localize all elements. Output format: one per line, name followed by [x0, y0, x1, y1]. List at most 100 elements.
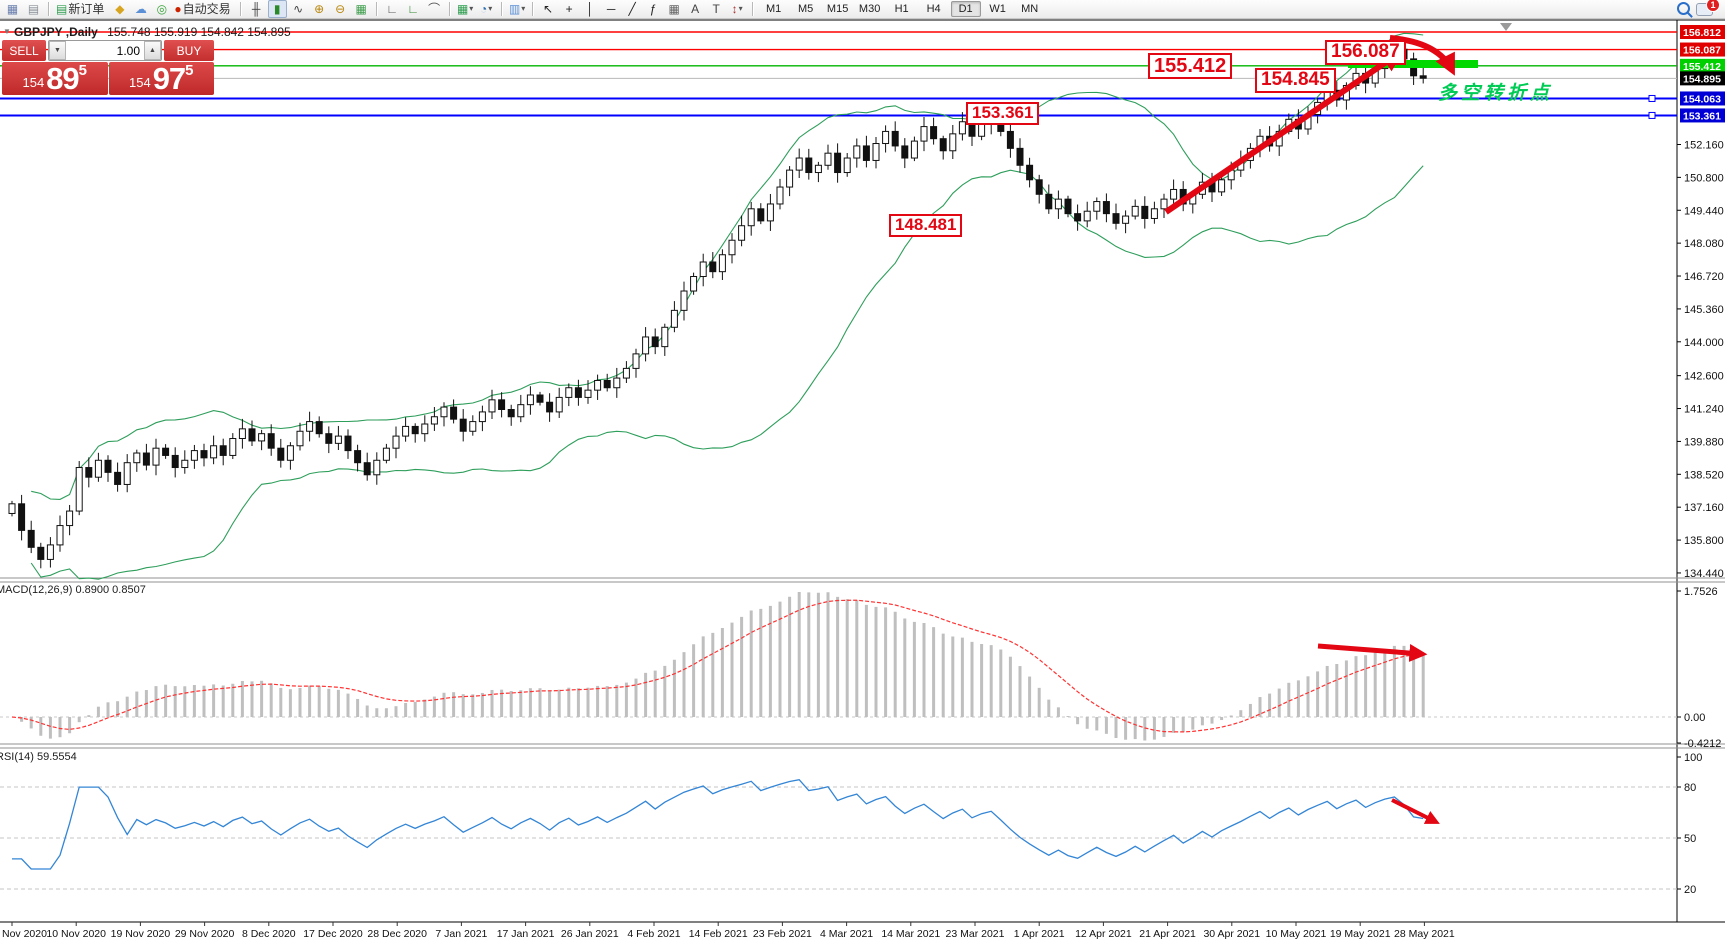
crosshair-icon[interactable]: + — [560, 0, 579, 18]
highlight-icon[interactable]: ◆ — [110, 0, 129, 18]
buy-price[interactable]: 154 97 5 — [108, 62, 214, 95]
line-handle[interactable] — [1648, 94, 1656, 102]
timeframe-toolbar: M1 M5 M15 M30 H1 H4 D1 W1 MN — [758, 1, 1046, 17]
timeframe-w1[interactable]: W1 — [989, 3, 1006, 15]
fibonacci-icon[interactable]: ƒ — [644, 0, 663, 18]
chart-objects[interactable] — [1164, 35, 1478, 215]
svg-text:12 Apr 2021: 12 Apr 2021 — [1075, 928, 1132, 940]
new-order-icon: ▤ — [56, 2, 68, 16]
svg-text:142.600: 142.600 — [1684, 371, 1724, 383]
timeframe-m15[interactable]: M15 — [826, 3, 849, 15]
tile-windows-icon[interactable]: ▦ — [352, 0, 371, 18]
timeframe-h1[interactable]: H1 — [894, 3, 909, 15]
svg-text:154.063: 154.063 — [1683, 93, 1721, 105]
bar-chart-icon[interactable]: ╫ — [247, 0, 266, 18]
zoom-in-icon[interactable]: ⊕ — [310, 0, 329, 18]
indicator-window-icon[interactable]: ∟ — [383, 0, 402, 18]
new-chart-icon[interactable]: ▦ ▾ — [456, 0, 475, 18]
rsi-arrow[interactable] — [1391, 798, 1440, 824]
chinese-note-text[interactable]: 多空转折点 — [1438, 83, 1554, 104]
price-annotation[interactable]: 148.481 — [889, 214, 963, 237]
autotrading-button[interactable]: ● 自动交易 — [173, 0, 234, 18]
timeframe-d1[interactable]: D1 — [950, 1, 981, 17]
price-annotation[interactable]: 156.087 — [1325, 40, 1406, 65]
cursor-icon[interactable]: ↖ — [539, 0, 558, 18]
svg-text:30 Apr 2021: 30 Apr 2021 — [1203, 928, 1260, 940]
svg-text:20: 20 — [1684, 884, 1696, 896]
svg-text:1 Apr 2021: 1 Apr 2021 — [1014, 928, 1065, 940]
vertical-line-icon[interactable]: │ — [581, 0, 600, 18]
line-chart-icon[interactable]: ∿ — [289, 0, 308, 18]
macd-panel: 1.7526 0.00 -0.4212 — [0, 586, 1721, 750]
chart-profile-icon[interactable]: ▥ ▾ — [508, 0, 527, 18]
svg-text:0.00: 0.00 — [1684, 712, 1705, 724]
bar-chart-icon: ╫ — [251, 2, 261, 16]
rsi-panel: 100 80 50 20 — [0, 752, 1702, 896]
line-handle[interactable] — [1648, 111, 1656, 119]
trend-arrow[interactable] — [1164, 50, 1404, 215]
svg-text:135.800: 135.800 — [1684, 535, 1724, 547]
toolbar-items: ▦ ▤ ▤ 新订单 ◆ ☁ ◎ ● 自动交易 ╫ ▮ ∿ ⊕ ⊖ ▦ ∟ ∟ ⌒ ▦ ▾ ◔ ▾ ▥ ▾ ↖ + │ ─ ╱ ƒ ▦ A T ↕ ▾ — [2, 0, 758, 18]
sell-price[interactable]: 154 89 5 — [2, 62, 108, 95]
toolbar-separator — [375, 2, 378, 16]
search-icon[interactable] — [1677, 1, 1690, 15]
resistance-bar[interactable] — [1348, 60, 1478, 68]
sell-button[interactable]: SELL — [2, 40, 46, 61]
trendline-icon[interactable]: ╱ — [623, 0, 642, 18]
rsi-label: RSI(14) 59.5554 — [0, 751, 77, 763]
price-annotation[interactable]: 153.361 — [966, 102, 1040, 125]
chart-canvas[interactable]: 152.160 150.800 149.440 148.080 146.720 145.3… — [0, 19, 1725, 942]
volume-spinner: ▼ ▲ — [48, 40, 162, 61]
objects-curve-icon[interactable]: ⌒ — [425, 0, 444, 18]
trade-panel-collapse-icon[interactable]: ▼ — [3, 27, 11, 36]
svg-text:8 Dec 2020: 8 Dec 2020 — [242, 928, 296, 940]
pullback-arrow[interactable] — [1389, 35, 1455, 76]
arrows-tool-icon[interactable]: ↕ ▾ — [728, 0, 747, 18]
date-axis: Nov 2020 10 Nov 2020 19 Nov 2020 29 Nov 202… — [2, 922, 1455, 940]
tile-windows-icon: ▦ — [355, 2, 367, 16]
trendline-icon: ╱ — [628, 2, 636, 16]
text-tool-icon[interactable]: A — [686, 0, 705, 18]
period-icon[interactable]: ◔ ▾ — [477, 0, 496, 18]
new-order-button[interactable]: ▤ 新订单 — [55, 0, 108, 18]
chart-area[interactable]: 152.160 150.800 149.440 148.080 146.720 145.3… — [0, 19, 1725, 942]
price-annotation[interactable]: 154.845 — [1255, 68, 1336, 93]
svg-text:146.720: 146.720 — [1684, 271, 1724, 283]
timeframe-m5[interactable]: M5 — [797, 3, 814, 15]
signals-icon[interactable]: ◎ — [152, 0, 171, 18]
volume-input[interactable] — [66, 41, 144, 60]
zoom-out-icon[interactable]: ⊖ — [331, 0, 350, 18]
community-icon[interactable]: ☁ — [131, 0, 150, 18]
svg-text:80: 80 — [1684, 782, 1696, 794]
new-order-button-label: 新订单 — [68, 2, 105, 16]
volume-decrease-button[interactable]: ▼ — [49, 41, 66, 60]
charts-window-icon: ▦ — [6, 2, 19, 16]
svg-text:19 May 2021: 19 May 2021 — [1330, 928, 1391, 940]
label-tool-icon: T — [712, 2, 720, 16]
chart-template-icon[interactable]: ▤ — [24, 0, 43, 18]
candlestick-chart-icon[interactable]: ▮ — [267, 0, 287, 18]
rsi-value: 59.5554 — [36, 751, 77, 763]
macd-arrow[interactable] — [1317, 643, 1428, 663]
label-tool-icon[interactable]: T — [707, 0, 726, 18]
horizontal-line-icon[interactable]: ─ — [602, 0, 621, 18]
horizontal-line-icon: ─ — [606, 2, 616, 16]
symbol-period-label: GBPJPY ,Daily — [14, 25, 98, 39]
indicators-icon[interactable]: ∟ — [404, 0, 423, 18]
notification-badge[interactable]: 1 — [1706, 0, 1720, 12]
charts-window-icon[interactable]: ▦ — [3, 0, 22, 18]
price-annotation[interactable]: 155.412 — [1148, 53, 1233, 79]
chat-icon[interactable]: 1 — [1696, 0, 1720, 16]
timeframe-h4[interactable]: H4 — [926, 3, 941, 15]
macd-name: MACD(12,26,9) — [0, 584, 73, 596]
timeframe-m30[interactable]: M30 — [858, 3, 881, 15]
svg-text:156.087: 156.087 — [1683, 45, 1721, 57]
volume-increase-button[interactable]: ▲ — [144, 41, 161, 60]
buy-button[interactable]: BUY — [164, 40, 214, 61]
svg-text:50: 50 — [1684, 833, 1696, 845]
timeframe-mn[interactable]: MN — [1021, 3, 1039, 15]
grid-tool-icon[interactable]: ▦ — [665, 0, 684, 18]
timeframe-m1[interactable]: M1 — [765, 3, 782, 15]
